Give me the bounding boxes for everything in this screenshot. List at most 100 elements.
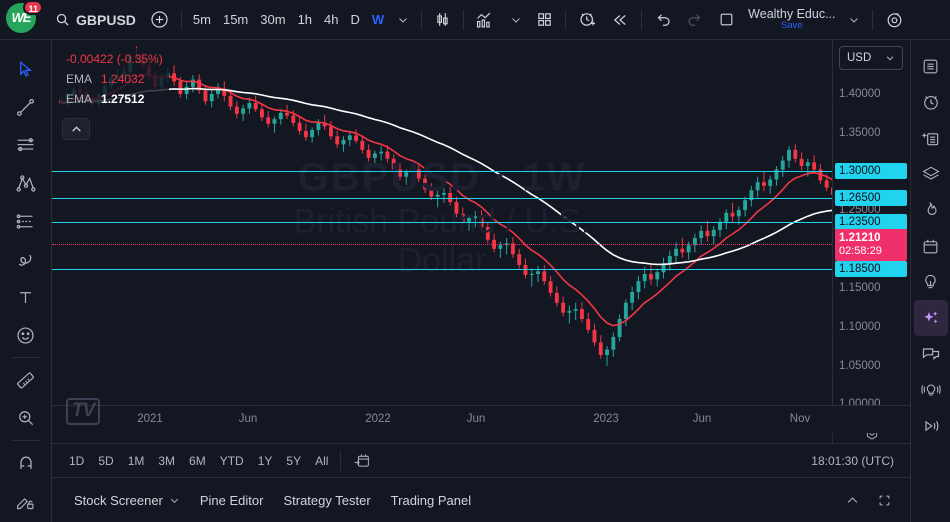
object-tree-layers-icon[interactable]: [914, 156, 948, 192]
trend-line-icon[interactable]: [7, 88, 45, 126]
chart-pane[interactable]: GBPUSD · 1W British Pound / U.S. Dollar …: [52, 40, 910, 445]
price-tick-135000: 1.35000: [839, 127, 881, 139]
create-alert-button[interactable]: [571, 6, 604, 34]
text-icon[interactable]: [7, 278, 45, 316]
hotlist-flame-icon[interactable]: [914, 192, 948, 228]
legend-ema-1[interactable]: EMA 1.24032: [66, 70, 163, 90]
ruler-icon[interactable]: [7, 361, 45, 399]
price-label-118500[interactable]: 1.18500: [835, 261, 907, 277]
time-tick-jun-2021: Jun: [238, 413, 258, 425]
range-1y[interactable]: 1Y: [257, 453, 273, 468]
symbol-label: GBPUSD: [76, 11, 136, 28]
pitchfork-icon[interactable]: [7, 164, 45, 202]
notification-badge[interactable]: 11: [23, 0, 43, 15]
range-6m[interactable]: 6M: [189, 453, 206, 468]
chevron-up-icon[interactable]: [838, 487, 866, 513]
legend-collapse-button[interactable]: [62, 118, 90, 140]
tab-strategy-tester[interactable]: Strategy Tester: [283, 492, 371, 508]
lock-drawings-icon[interactable]: [7, 482, 45, 520]
indicators-button[interactable]: [469, 6, 503, 34]
calendar-icon[interactable]: [914, 228, 948, 264]
price-line-123500[interactable]: [52, 222, 832, 223]
undo-button[interactable]: [647, 6, 679, 34]
brush-icon[interactable]: [7, 240, 45, 278]
divider: [340, 450, 342, 471]
tab-stock-screener[interactable]: Stock Screener: [64, 488, 190, 513]
cursor-icon[interactable]: [7, 50, 45, 88]
range-all[interactable]: All: [315, 453, 329, 468]
chart-style-button[interactable]: [427, 6, 458, 34]
timeframe-5m[interactable]: 5m: [192, 12, 211, 27]
timeframe-1h[interactable]: 1h: [297, 12, 313, 27]
price-line-118500[interactable]: [52, 269, 832, 270]
zoom-in-icon[interactable]: [7, 399, 45, 437]
ai-sparkles-icon[interactable]: [913, 300, 948, 336]
add-symbol-button[interactable]: [143, 6, 176, 34]
current-price-label[interactable]: 1.21210 02:58:29: [835, 228, 907, 262]
tab-pine-editor[interactable]: Pine Editor: [199, 492, 264, 508]
avatar[interactable]: WE 11: [6, 0, 43, 37]
divider: [641, 9, 643, 30]
price-label-130000[interactable]: 1.30000: [835, 163, 907, 179]
range-5d[interactable]: 5D: [98, 453, 114, 468]
layout-square-icon: [718, 11, 735, 28]
price-label-126500[interactable]: 1.26500: [835, 190, 907, 206]
redo-button[interactable]: [679, 6, 711, 34]
watchlist-icon[interactable]: [914, 48, 948, 84]
legend-ema-2[interactable]: EMA 1.27512: [66, 90, 163, 110]
range-3m[interactable]: 3M: [158, 453, 176, 468]
snapshot-button[interactable]: [878, 6, 911, 34]
price-label-123500[interactable]: 1.23500: [835, 214, 907, 230]
save-layout-link[interactable]: Save: [781, 20, 803, 32]
horizontal-lines-icon[interactable]: [7, 126, 45, 164]
timeframe-4h[interactable]: 4h: [324, 12, 339, 27]
magnet-icon[interactable]: [7, 444, 45, 482]
emoji-icon[interactable]: [7, 316, 45, 354]
symbol-search-button[interactable]: GBPUSD: [48, 6, 143, 34]
timeframe-w[interactable]: W: [371, 12, 385, 27]
candlestick-series: [59, 46, 832, 366]
ema-2-label: EMA: [66, 91, 93, 106]
timeframe-15m[interactable]: 15m: [222, 12, 249, 27]
range-ytd[interactable]: YTD: [219, 453, 244, 468]
currency-selector[interactable]: USD: [839, 46, 903, 70]
chat-bubble-icon[interactable]: [914, 336, 948, 372]
alerts-clock-icon[interactable]: [914, 84, 948, 120]
goto-date-icon[interactable]: [346, 449, 378, 472]
range-5y[interactable]: 5Y: [286, 453, 302, 468]
tradingview-logo: TV: [66, 398, 101, 425]
price-tick-105000: 1.05000: [839, 360, 881, 372]
layout-select-button[interactable]: [711, 6, 742, 34]
divider: [463, 9, 465, 30]
templates-button[interactable]: [529, 6, 560, 34]
redo-icon: [686, 11, 704, 29]
divider: [872, 9, 874, 30]
broadcast-idea-icon[interactable]: [914, 372, 948, 408]
chart-plot[interactable]: GBPUSD · 1W British Pound / U.S. Dollar …: [52, 40, 832, 445]
fullscreen-icon[interactable]: [870, 487, 898, 513]
layout-dropdown-button[interactable]: [841, 6, 867, 34]
price-scale[interactable]: USD 1.40000 1.35000 1.25000 1.15000 1.10…: [832, 40, 910, 445]
time-tick-nov: Nov: [789, 413, 811, 425]
layout-name-button[interactable]: Wealthy Educ... Save: [742, 8, 841, 31]
time-scale[interactable]: 2021 Jun 2022 Jun 2023 Jun Nov: [52, 405, 910, 433]
price-line-130000[interactable]: [52, 171, 832, 172]
bottom-panel-tabs: Stock Screener Pine Editor Strategy Test…: [52, 477, 910, 522]
indicators-more-button[interactable]: [503, 6, 529, 34]
current-price-value: 1.21210: [839, 231, 881, 244]
ideas-lightbulb-icon[interactable]: [914, 264, 948, 300]
price-change: -0.00422 (-0.35%): [66, 52, 163, 66]
range-1m[interactable]: 1M: [127, 453, 145, 468]
timeframe-30m[interactable]: 30m: [260, 12, 286, 27]
bar-replay-button[interactable]: [604, 6, 636, 34]
timeframe-more-button[interactable]: [390, 6, 416, 34]
stream-icon[interactable]: [914, 408, 948, 444]
range-1d[interactable]: 1D: [69, 453, 85, 468]
price-line-126500[interactable]: [52, 198, 832, 199]
tab-trading-panel[interactable]: Trading Panel: [390, 492, 472, 508]
data-window-icon[interactable]: [914, 120, 948, 156]
currency-label: USD: [847, 52, 872, 64]
fib-retracement-icon[interactable]: [7, 202, 45, 240]
timeframe-d[interactable]: D: [350, 12, 360, 27]
price-tick-140000: 1.40000: [839, 88, 881, 100]
